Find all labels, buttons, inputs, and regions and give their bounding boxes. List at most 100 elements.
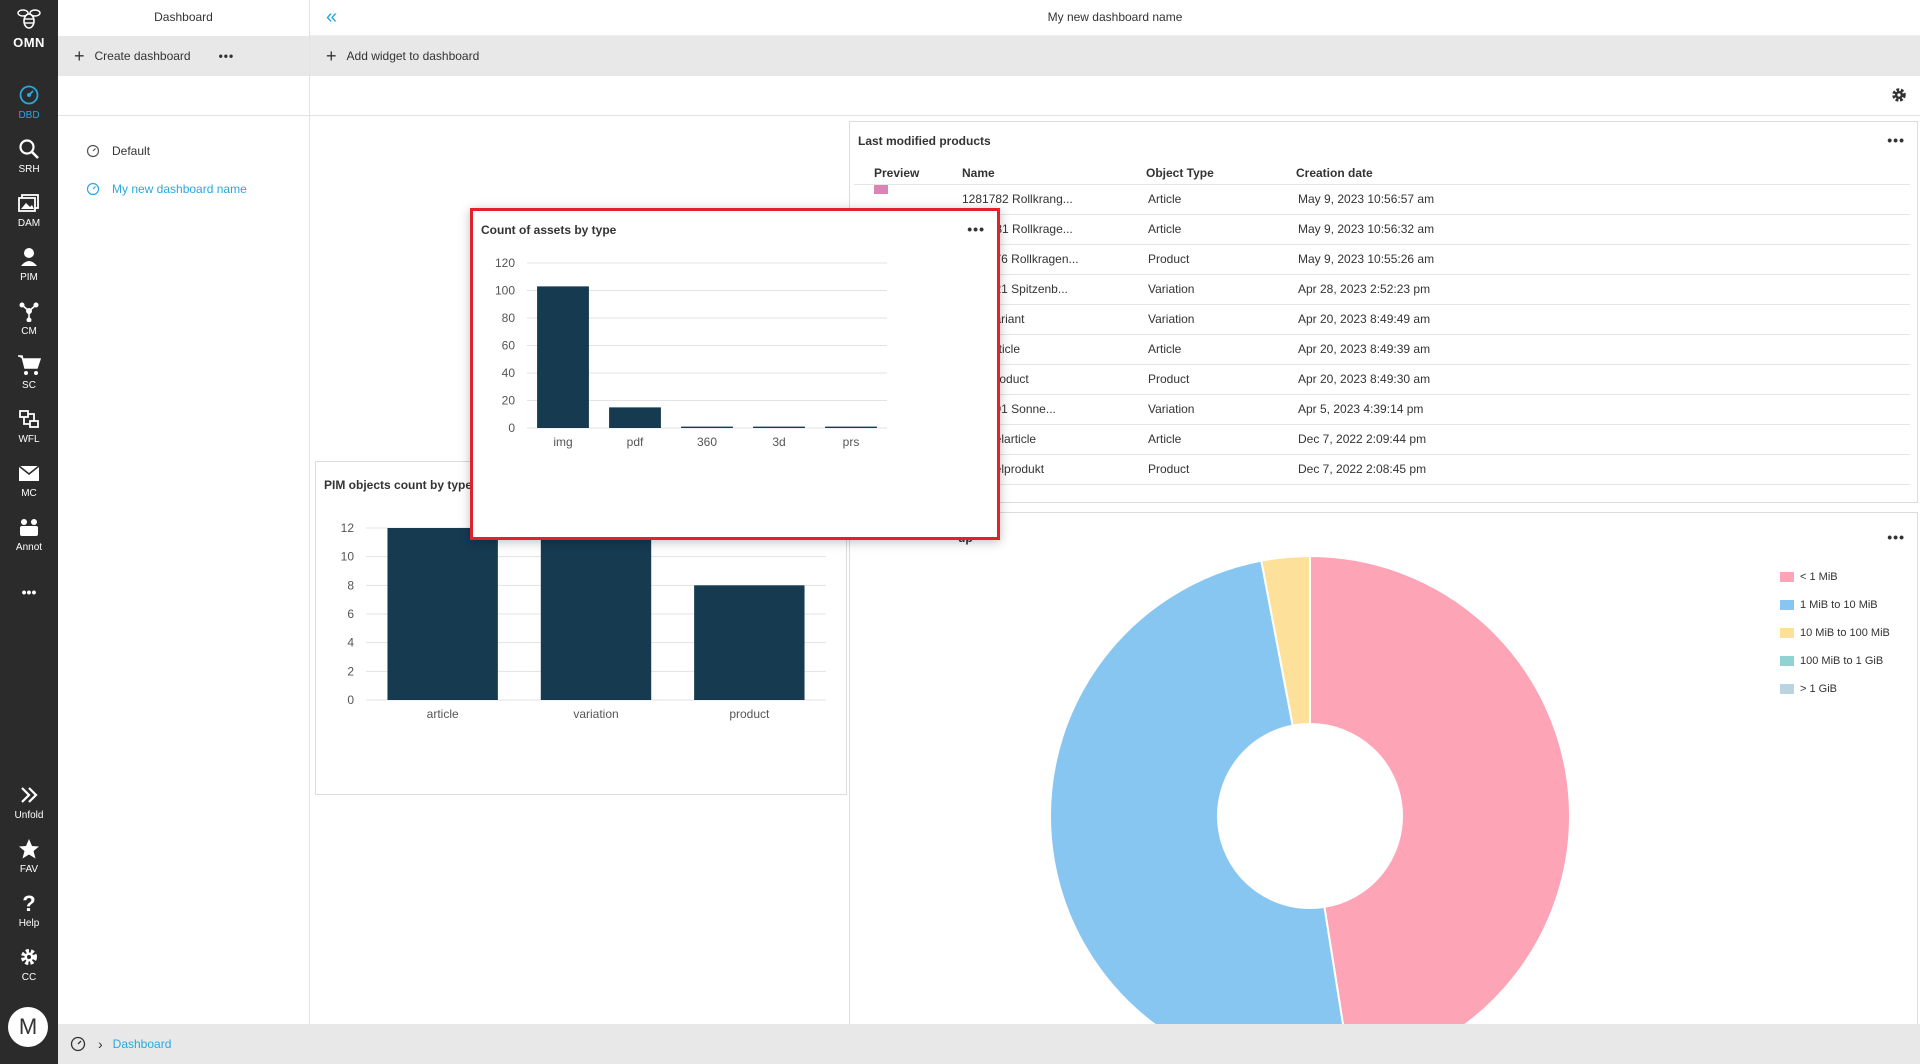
- rail-item-label: WFL: [18, 434, 40, 445]
- add-widget-button[interactable]: Add widget to dashboard: [346, 49, 480, 63]
- dashboard-item-default[interactable]: Default: [58, 132, 309, 170]
- y-tick-label: 100: [495, 284, 515, 298]
- network-icon: [0, 300, 58, 326]
- date-cell: May 9, 2023 10:56:32 am: [1296, 214, 1910, 245]
- rail-item-unfold[interactable]: Unfold: [0, 784, 58, 832]
- main-subbar: [310, 76, 1920, 116]
- widget-menu-button[interactable]: •••: [1887, 132, 1905, 148]
- main-header: « My new dashboard name: [310, 0, 1920, 36]
- legend-item[interactable]: 1 MiB to 10 MiB: [1780, 591, 1890, 619]
- table-row[interactable]: Beispielprodukt Product Dec 7, 2022 2:08:4…: [854, 454, 1910, 485]
- rail-item-dbd[interactable]: DBD: [0, 84, 58, 132]
- rail-item-fav[interactable]: FAV: [0, 838, 58, 886]
- rail-item-label: SRH: [18, 164, 40, 175]
- legend-item[interactable]: < 1 MiB: [1780, 563, 1890, 591]
- column-header[interactable]: Creation date: [1296, 162, 1910, 185]
- y-tick-label: 0: [347, 693, 354, 707]
- rail-item-sc[interactable]: SC: [0, 354, 58, 402]
- create-dashboard-button[interactable]: Create dashboard: [94, 49, 191, 63]
- legend-item[interactable]: 10 MiB to 100 MiB: [1780, 619, 1890, 647]
- rail-item-mc[interactable]: MC: [0, 462, 58, 510]
- rail-item-help[interactable]: ? Help: [0, 892, 58, 940]
- dashboard-icon: [0, 84, 58, 110]
- bar-prs: [825, 426, 877, 428]
- rail-item-label: FAV: [19, 864, 39, 875]
- date-cell: Dec 7, 2022 2:09:44 pm: [1296, 424, 1910, 455]
- bar-product: [694, 585, 805, 700]
- legend-swatch: [1780, 684, 1794, 694]
- settings-gear-icon[interactable]: [1890, 86, 1908, 104]
- rail-item-cm[interactable]: CM: [0, 300, 58, 348]
- dashboard-item-my-new[interactable]: My new dashboard name: [58, 170, 309, 208]
- type-cell: Variation: [1146, 274, 1296, 305]
- date-cell: Apr 5, 2023 4:39:14 pm: [1296, 394, 1910, 425]
- type-cell: Product: [1146, 364, 1296, 395]
- legend-item[interactable]: > 1 GiB: [1780, 675, 1890, 703]
- rail-item-pim[interactable]: PIM: [0, 246, 58, 294]
- y-tick-label: 4: [347, 636, 354, 650]
- rail-item-cc[interactable]: CC: [0, 946, 58, 994]
- date-cell: May 9, 2023 10:55:26 am: [1296, 244, 1910, 275]
- widget-title: Count of assets by type: [481, 223, 617, 237]
- logo-text: OMN: [13, 35, 45, 50]
- table-row[interactable]: 1135091 Sonne... Variation Apr 5, 2023 4:3…: [854, 394, 1910, 425]
- x-tick-label: img: [553, 435, 572, 449]
- dashboard-name: My new dashboard name: [1047, 10, 1183, 24]
- workflow-icon: [0, 408, 58, 434]
- breadcrumb-dashboard[interactable]: Dashboard: [112, 1037, 172, 1051]
- rail-more-button[interactable]: •••: [0, 580, 58, 608]
- panel-more-button[interactable]: •••: [218, 49, 235, 63]
- table-row[interactable]: 1281176 Rollkragen... Product May 9, 2023 …: [854, 244, 1910, 275]
- x-tick-label: article: [427, 707, 459, 721]
- column-header[interactable]: Object Type: [1146, 162, 1296, 185]
- bar-img: [537, 286, 589, 428]
- widget-title: Last modified products: [858, 134, 991, 148]
- x-tick-label: 360: [697, 435, 717, 449]
- rail-item-annot[interactable]: Annot: [0, 516, 58, 564]
- dashboard-item-label: Default: [112, 144, 151, 158]
- y-tick-label: 0: [508, 421, 515, 435]
- double-chevron-right-icon: [0, 784, 58, 810]
- table-row[interactable]: 1281781 Rollkrage... Article May 9, 2023 1…: [854, 214, 1910, 245]
- legend-item[interactable]: 100 MiB to 1 GiB: [1780, 647, 1890, 675]
- widget-menu-button[interactable]: •••: [1887, 529, 1905, 545]
- legend-label: 10 MiB to 100 MiB: [1800, 627, 1890, 639]
- table-row[interactable]: BeispielarticleArticleDec 7, 2022 2:09:4…: [854, 424, 1910, 455]
- rail-item-label: SC: [22, 380, 36, 391]
- cart-icon: [0, 354, 58, 380]
- type-cell: Article: [1146, 334, 1296, 365]
- preview-thumbnail[interactable]: [874, 184, 888, 194]
- type-cell: Product: [1146, 244, 1296, 275]
- bar-article: [387, 528, 498, 700]
- column-header[interactable]: Preview: [854, 162, 962, 185]
- y-tick-label: 10: [341, 550, 355, 564]
- rail-item-label: Unfold: [14, 810, 44, 821]
- omn-logo[interactable]: OMN: [0, 8, 58, 50]
- rail-item-wfl[interactable]: WFL: [0, 408, 58, 456]
- table-row[interactable]: 1132121 Spitzenb... Variation Apr 28, 2023…: [854, 274, 1910, 305]
- products-table: Preview Name Object Type Creation date 1…: [854, 162, 1910, 485]
- legend-label: 1 MiB to 10 MiB: [1800, 599, 1878, 611]
- widget-menu-button[interactable]: •••: [967, 221, 985, 237]
- y-tick-label: 60: [502, 339, 516, 353]
- assets-by-type-widget[interactable]: Count of assets by type ••• 0 20 40 60 80 100…: [470, 208, 1000, 540]
- type-cell: Article: [1146, 424, 1296, 455]
- main-toolbar: + Add widget to dashboard: [310, 36, 1920, 76]
- legend-swatch: [1780, 656, 1794, 666]
- column-header[interactable]: Name: [962, 162, 1146, 185]
- pie-legend: < 1 MiB 1 MiB to 10 MiB 10 MiB to 100 MiB 1…: [1780, 563, 1890, 703]
- dashboard-main: « My new dashboard name + Add widget to …: [310, 0, 1920, 1024]
- y-tick-label: 12: [341, 521, 355, 535]
- pie-slice-2: [1260, 554, 1311, 727]
- table-row[interactable]: 1281782 Rollkrang... Article May 9, 2023 1…: [854, 184, 1910, 215]
- rail-item-srh[interactable]: SRH: [0, 138, 58, 186]
- rail-item-dam[interactable]: DAM: [0, 192, 58, 240]
- main-nav-rail: OMN DBD SRH DAM PIM CM SC WFL: [0, 0, 58, 1064]
- collapse-panel-button[interactable]: «: [326, 6, 338, 28]
- user-avatar[interactable]: M: [8, 1007, 48, 1047]
